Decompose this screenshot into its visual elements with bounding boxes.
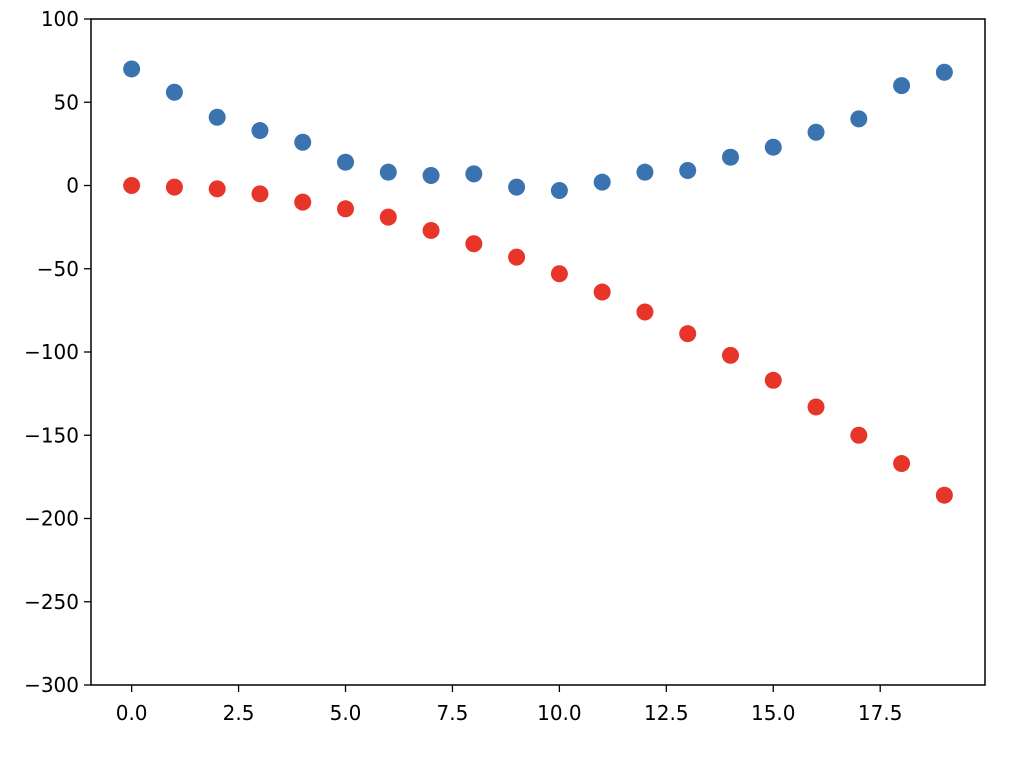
series-1-point (422, 167, 440, 185)
x-tick-label: 15.0 (751, 701, 796, 725)
series-1-point (337, 153, 355, 171)
series-1-point (764, 138, 782, 156)
series-1-point (465, 165, 483, 183)
data-points (123, 60, 953, 504)
series-1-point (593, 173, 611, 191)
series-1-point (123, 60, 141, 78)
x-tick-label: 0.0 (116, 701, 148, 725)
y-tick-label: 0 (66, 174, 79, 198)
x-tick-label: 17.5 (858, 701, 903, 725)
series-1-point (636, 163, 654, 181)
series-2 (123, 177, 953, 504)
series-1-point (807, 123, 825, 141)
series-1-point (550, 181, 568, 199)
x-tick-label: 5.0 (330, 701, 362, 725)
series-1 (123, 60, 953, 199)
series-2-point (764, 371, 782, 389)
series-2-point (465, 235, 483, 253)
y-tick-label: −100 (24, 340, 79, 364)
series-2-point (422, 221, 440, 239)
series-2-point (165, 178, 183, 196)
series-2-point (208, 180, 226, 198)
series-2-point (850, 426, 868, 444)
series-1-point (251, 122, 269, 140)
series-2-point (721, 346, 739, 364)
y-tick-label: −250 (24, 590, 79, 614)
series-2-point (636, 303, 654, 321)
y-tick-label: −150 (24, 423, 79, 447)
series-1-point (850, 110, 868, 128)
series-2-point (337, 200, 355, 218)
series-2-point (807, 398, 825, 416)
series-2-point (508, 248, 526, 266)
series-2-point (593, 283, 611, 301)
series-2-point (679, 325, 697, 343)
y-tick-label: −300 (24, 673, 79, 697)
series-2-point (893, 455, 911, 473)
y-tick-label: −200 (24, 507, 79, 531)
series-2-point (123, 177, 141, 194)
series-1-point (721, 148, 739, 166)
series-1-point (165, 83, 183, 101)
x-tick-label: 12.5 (644, 701, 689, 725)
series-2-point (251, 185, 269, 203)
y-axis: 100 50 0 −50 −100 −150 −200 −250 −300 (24, 7, 91, 697)
series-1-point (294, 133, 312, 151)
series-2-point (294, 193, 312, 211)
x-tick-label: 2.5 (223, 701, 255, 725)
series-1-point (893, 77, 911, 95)
series-1-point (208, 108, 226, 126)
x-tick-label: 7.5 (437, 701, 469, 725)
series-2-point (935, 486, 953, 504)
series-2-point (379, 208, 397, 226)
series-2-point (550, 265, 568, 283)
x-axis: 0.0 2.5 5.0 7.5 10.0 12.5 15.0 17.5 (116, 685, 903, 725)
series-1-point (508, 178, 526, 196)
series-1-point (935, 63, 953, 81)
y-tick-label: −50 (37, 257, 79, 281)
series-1-point (679, 162, 697, 180)
y-tick-label: 50 (54, 90, 79, 114)
x-tick-label: 10.0 (537, 701, 582, 725)
series-1-point (379, 163, 397, 181)
y-tick-label: 100 (41, 7, 79, 31)
